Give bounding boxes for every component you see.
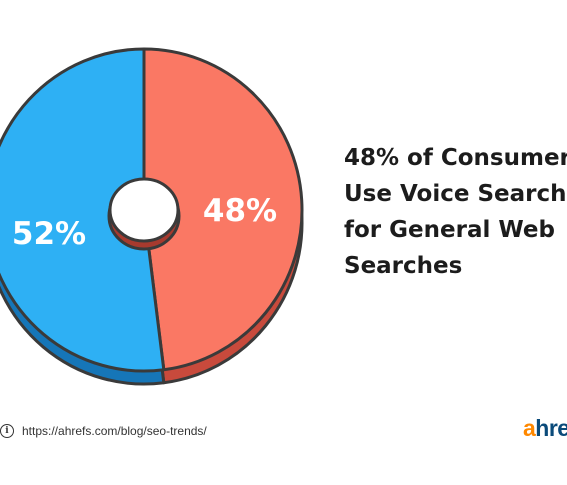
donut-hole [108, 177, 180, 243]
source-citation: i https://ahrefs.com/blog/seo-trends/ [0, 421, 207, 441]
slice-52 [0, 47, 166, 373]
chart-title: 48% of Consumers Use Voice Search for Ge… [344, 140, 567, 284]
slice-label-48: 48% [203, 193, 277, 229]
chart-title-line-3: for General Web [344, 217, 555, 243]
chart-title-line-1: 48% of Consumers [344, 145, 567, 171]
ahrefs-logo: ahrefs [523, 415, 567, 442]
logo-letter-a: a [523, 415, 536, 441]
slice-48 [142, 47, 304, 372]
logo-rest: hrefs [535, 415, 567, 441]
slices-top [0, 47, 304, 373]
info-icon: i [0, 424, 14, 438]
slice-label-52: 52% [12, 216, 86, 252]
chart-title-line-2: Use Voice Search [344, 181, 567, 207]
chart-title-line-4: Searches [344, 253, 463, 279]
source-url[interactable]: https://ahrefs.com/blog/seo-trends/ [22, 424, 207, 438]
